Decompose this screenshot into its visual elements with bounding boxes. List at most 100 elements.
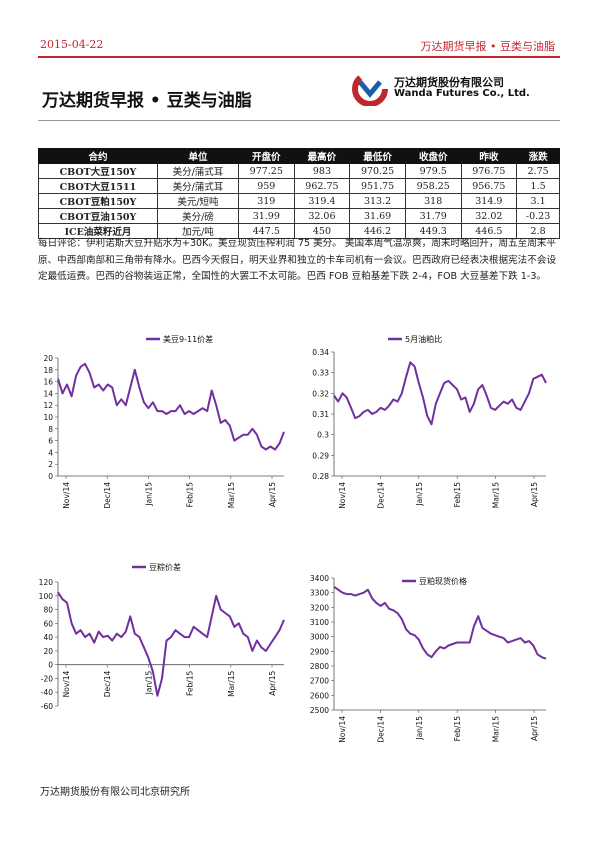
table-cell: 983: [293, 163, 351, 179]
y-tick-label: 120: [39, 578, 54, 587]
table-cell: 449.3: [404, 223, 462, 239]
chart-soy-spread: 0 2 4 6 8 10 12 14 16 18 20 Nov/14 Dec/14 Jan/15 Feb/1…: [43, 334, 285, 509]
legend-label: 豆粽价差: [149, 562, 181, 572]
y-tick-label: 20: [43, 354, 53, 363]
table-cell: 318: [404, 193, 462, 209]
y-tick-label: 2600: [310, 691, 329, 700]
y-tick-label: 3200: [310, 603, 329, 612]
col-header: 单位: [156, 148, 239, 164]
company-name-cn: 万达期货股份有限公司: [394, 76, 504, 89]
y-tick-label: 0.34: [312, 348, 329, 357]
report-title: 万达期货早报 • 豆类与油脂: [42, 91, 252, 111]
x-tick-label: Nov/14: [338, 716, 347, 743]
y-tick-label: -40: [41, 688, 53, 697]
y-tick-label: 6: [48, 437, 53, 446]
table-row: CBOT大豆150Y 美分/蒲式耳 977.25 983 970.25 979.…: [38, 163, 560, 179]
table-cell: 970.25: [349, 163, 406, 179]
y-tick-label: 0: [48, 661, 53, 670]
y-tick-label: 2700: [310, 677, 329, 686]
x-tick-label: Nov/14: [62, 482, 71, 509]
y-tick-label: 2800: [310, 662, 329, 671]
table-cell: 1.5: [516, 178, 560, 194]
y-tick-label: 0.31: [312, 410, 329, 419]
y-tick-label: 10: [43, 413, 53, 422]
legend-label: 豆粕现货价格: [419, 576, 467, 586]
company-logo-icon: [352, 72, 388, 106]
col-header: 收盘价: [404, 148, 462, 164]
y-tick-label: 2900: [310, 647, 329, 656]
table-cell: 3.1: [516, 193, 560, 209]
table-cell: 美分/蒲式耳: [156, 178, 239, 194]
table-row: CBOT豆粕150Y 美元/短吨 319 319.4 313.2 318 314…: [38, 193, 560, 209]
table-cell: 32.02: [460, 208, 518, 224]
table-cell: 446.5: [460, 223, 518, 239]
col-header: 昨收: [460, 148, 518, 164]
x-tick-label: Jan/15: [144, 482, 153, 507]
y-tick-label: 16: [43, 378, 53, 387]
y-tick-label: 80: [43, 606, 53, 615]
series-line: [57, 591, 285, 697]
col-header: 涨跌: [516, 148, 560, 164]
table-cell: 958.25: [404, 178, 462, 194]
table-cell: 31.69: [349, 208, 406, 224]
header-date: 2015-04-22: [40, 38, 104, 51]
x-tick-label: Apr/15: [530, 482, 539, 507]
table-cell: CBOT豆油150Y: [38, 208, 158, 224]
y-tick-label: 3300: [310, 589, 329, 598]
y-tick-label: 20: [43, 647, 53, 656]
footer-text: 万达期货股份有限公司北京研究所: [40, 787, 190, 798]
table-cell: 450: [293, 223, 351, 239]
x-tick-label: Apr/15: [268, 482, 277, 507]
y-tick-label: 4: [48, 448, 53, 457]
col-header: 开盘价: [237, 148, 295, 164]
y-tick-label: 0.32: [312, 389, 329, 398]
series-line: [333, 361, 547, 426]
y-tick-label: 2: [48, 460, 53, 469]
x-tick-label: Mar/15: [492, 716, 501, 742]
quotes-table: 合约 单位 开盘价 最高价 最低价 收盘价 昨收 涨跌 CBOT大豆150Y 美…: [38, 148, 560, 239]
table-cell: 319.4: [293, 193, 351, 209]
table-cell: 976.75: [460, 163, 518, 179]
x-tick-label: Apr/15: [530, 716, 539, 741]
table-cell: CBOT大豆150Y: [38, 163, 158, 179]
table-cell: 美分/磅: [156, 208, 239, 224]
table-cell: 314.9: [460, 193, 518, 209]
y-tick-label: 12: [43, 401, 53, 410]
col-header: 合约: [38, 148, 158, 164]
table-cell: 2.75: [516, 163, 560, 179]
table-cell: CBOT豆粕150Y: [38, 193, 158, 209]
table-cell: 美分/蒲式耳: [156, 163, 239, 179]
series-line: [333, 585, 547, 660]
table-cell: 加元/吨: [156, 223, 239, 239]
daily-comment: 每日评论：伊利诺斯大豆升贴水为+30K。美豆现货压榨利润 75 美分。 美国本周…: [38, 238, 557, 282]
y-tick-label: 2500: [310, 706, 329, 715]
x-tick-label: Jan/15: [144, 670, 153, 695]
y-tick-label: 8: [48, 425, 53, 434]
y-tick-label: 0.33: [312, 369, 329, 378]
x-tick-label: Feb/15: [453, 716, 462, 742]
legend-label: 美豆9-11价差: [163, 334, 213, 344]
x-tick-label: Feb/15: [186, 670, 195, 696]
x-tick-label: Apr/15: [268, 670, 277, 695]
table-cell: 959: [237, 178, 295, 194]
y-tick-label: -60: [41, 702, 53, 711]
col-header: 最高价: [293, 148, 351, 164]
title-rule: [38, 120, 560, 121]
table-cell: 951.75: [349, 178, 406, 194]
x-tick-label: Mar/15: [227, 482, 236, 508]
x-tick-label: Mar/15: [492, 482, 501, 508]
table-cell: 979.5: [404, 163, 462, 179]
series-line: [57, 362, 285, 451]
y-tick-label: 14: [43, 389, 53, 398]
y-tick-label: 0: [48, 472, 53, 481]
table-cell: 2.8: [516, 223, 560, 239]
x-tick-label: Nov/14: [338, 482, 347, 509]
x-tick-label: Feb/15: [186, 482, 195, 508]
table-row: CBOT豆油150Y 美分/磅 31.99 32.06 31.69 31.79 …: [38, 208, 560, 224]
table-cell: 446.2: [349, 223, 406, 239]
table-cell: CBOT大豆1511: [38, 178, 158, 194]
table-cell: 美元/短吨: [156, 193, 239, 209]
header-rule: [38, 56, 560, 58]
y-tick-label: 40: [43, 633, 53, 642]
table-cell: 447.5: [237, 223, 295, 239]
